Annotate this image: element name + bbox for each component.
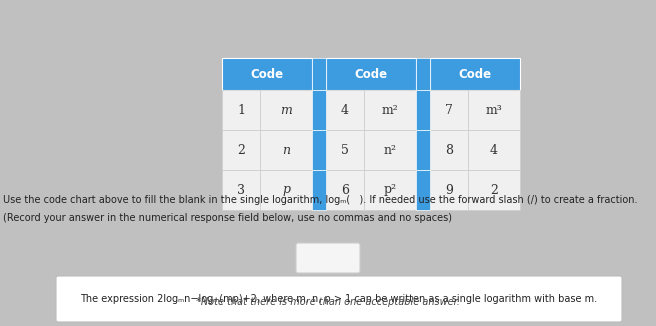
Text: 8: 8 [445, 143, 453, 156]
Text: 9: 9 [445, 184, 453, 197]
Bar [222, 90, 260, 130]
Bar [222, 170, 260, 210]
Text: 6: 6 [341, 184, 349, 197]
Bar [260, 90, 312, 130]
Bar [222, 58, 312, 90]
Text: p²: p² [384, 184, 397, 197]
Text: m³: m³ [485, 103, 502, 116]
Bar [326, 170, 364, 210]
Text: Use the code chart above to fill the blank in the single logarithm, logₘ(   ). I: Use the code chart above to fill the bla… [3, 195, 638, 205]
Text: 2: 2 [237, 143, 245, 156]
Text: 2: 2 [490, 184, 498, 197]
Text: m²: m² [382, 103, 398, 116]
Bar [260, 170, 312, 210]
Bar [430, 58, 520, 90]
Bar [222, 130, 260, 170]
Bar [416, 130, 430, 170]
Bar [260, 130, 312, 170]
Bar [468, 130, 520, 170]
FancyBboxPatch shape [296, 243, 360, 273]
Bar [430, 130, 468, 170]
Text: Code: Code [251, 67, 283, 81]
Bar [312, 58, 326, 90]
Bar [416, 58, 430, 90]
Text: n: n [282, 143, 290, 156]
Text: 4: 4 [341, 103, 349, 116]
Text: 7: 7 [445, 103, 453, 116]
Text: *Note that there is more than one acceptable answer.: *Note that there is more than one accept… [196, 297, 460, 307]
Text: (Record your answer in the numerical response field below, use no commas and no : (Record your answer in the numerical res… [3, 213, 452, 223]
Text: 3: 3 [237, 184, 245, 197]
Text: 4: 4 [490, 143, 498, 156]
Bar [364, 90, 416, 130]
Bar [312, 130, 326, 170]
Bar [468, 170, 520, 210]
Bar [468, 90, 520, 130]
Bar [430, 170, 468, 210]
Text: n²: n² [384, 143, 396, 156]
Bar [430, 90, 468, 130]
Text: Code: Code [459, 67, 491, 81]
Bar [416, 170, 430, 210]
Text: p: p [282, 184, 290, 197]
Bar [364, 130, 416, 170]
Bar [312, 90, 326, 130]
Bar [326, 130, 364, 170]
Bar [326, 90, 364, 130]
Bar [416, 90, 430, 130]
Bar [326, 58, 416, 90]
Text: 1: 1 [237, 103, 245, 116]
FancyBboxPatch shape [56, 276, 622, 322]
Bar [364, 170, 416, 210]
Text: 5: 5 [341, 143, 349, 156]
Text: Code: Code [354, 67, 388, 81]
Text: m: m [280, 103, 292, 116]
Bar [312, 170, 326, 210]
Text: The expression 2logₘn−logₘ(mp)+2, where m, n, p > 1 can be written as a single l: The expression 2logₘn−logₘ(mp)+2, where … [81, 294, 598, 304]
